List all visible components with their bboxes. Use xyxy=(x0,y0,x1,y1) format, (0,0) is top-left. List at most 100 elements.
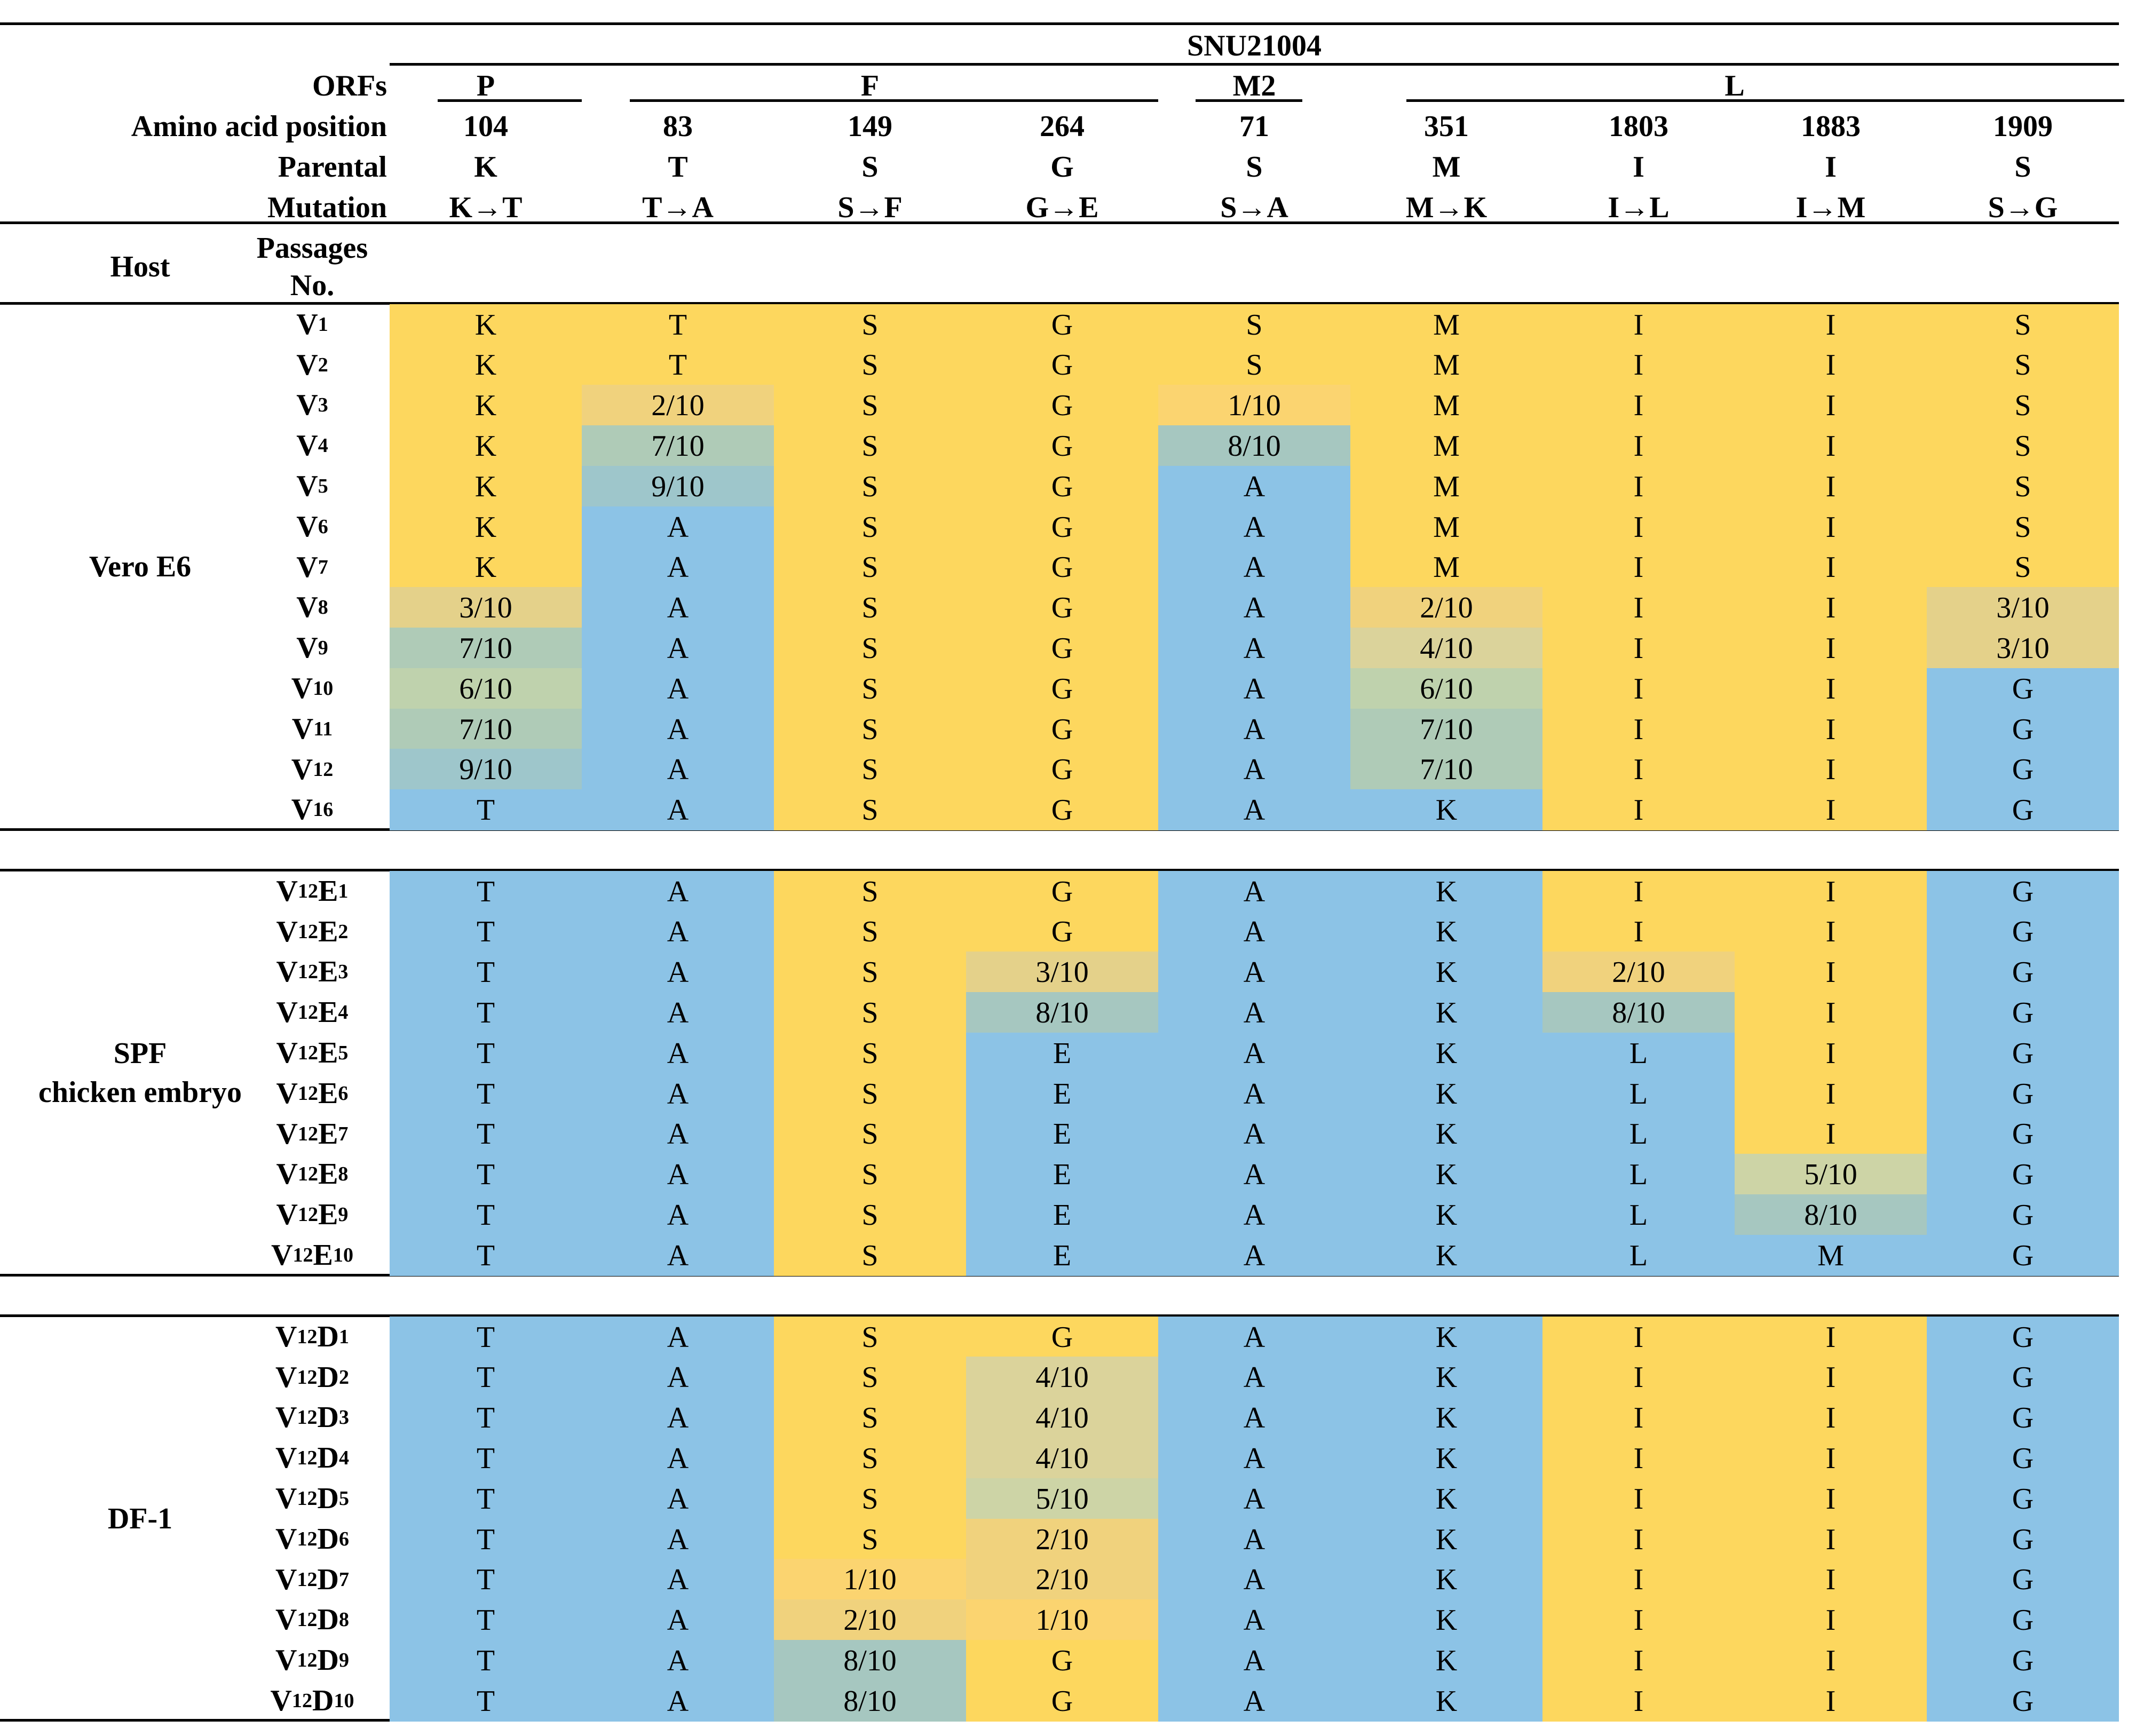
residue-cell: G xyxy=(1927,789,2119,830)
table-rule xyxy=(0,22,2119,25)
residue-cell: A xyxy=(1158,1519,1350,1560)
residue-cell: E xyxy=(966,1113,1158,1154)
residue-cell: K xyxy=(1350,1154,1542,1195)
residue-cell: I xyxy=(1542,789,1735,830)
residue-cell: T xyxy=(390,1397,582,1438)
residue-cell: 8/10 xyxy=(1542,992,1735,1033)
residue-cell: I xyxy=(1542,1559,1735,1600)
residue-cell: I xyxy=(1735,1317,1927,1358)
passage-label: V 12 D 9 xyxy=(275,1644,350,1677)
mutation-change: T→A xyxy=(642,191,714,224)
passage-label: V 12 E 4 xyxy=(276,996,349,1029)
residue-cell: A xyxy=(582,911,774,952)
residue-cell: S xyxy=(774,992,966,1033)
residue-cell: A xyxy=(582,1235,774,1276)
residue-cell: I xyxy=(1542,709,1735,750)
residue-cell: A xyxy=(1158,1357,1350,1398)
residue-cell: I xyxy=(1735,871,1927,912)
parental-residue: M xyxy=(1432,150,1461,184)
residue-cell: K xyxy=(1350,1397,1542,1438)
residue-cell: G xyxy=(1927,1194,2119,1235)
residue-cell: A xyxy=(1158,1317,1350,1358)
residue-cell: K xyxy=(1350,911,1542,952)
residue-cell: A xyxy=(1158,1438,1350,1479)
residue-cell: A xyxy=(1158,1154,1350,1195)
orf-label-p: P xyxy=(476,69,495,102)
residue-cell: T xyxy=(390,1317,582,1358)
residue-cell: A xyxy=(582,1438,774,1479)
residue-cell: I xyxy=(1735,1478,1927,1519)
residue-cell: T xyxy=(390,1235,582,1276)
residue-cell: 3/10 xyxy=(1927,628,2119,669)
residue-cell: I xyxy=(1542,1519,1735,1560)
residue-cell: I xyxy=(1542,425,1735,466)
passage-label: V 12 xyxy=(291,752,334,786)
passage-label: V 12 E 6 xyxy=(276,1076,349,1110)
residue-cell: G xyxy=(1927,1680,2119,1722)
aa-position: 149 xyxy=(848,110,892,143)
residue-cell: 2/10 xyxy=(582,385,774,426)
residue-cell: E xyxy=(966,1194,1158,1235)
residue-cell: G xyxy=(1927,749,2119,790)
residue-cell: K xyxy=(390,304,582,345)
residue-cell: A xyxy=(1158,506,1350,548)
residue-cell: 5/10 xyxy=(1735,1154,1927,1195)
passage-label: V 12 E 5 xyxy=(276,1036,349,1070)
residue-cell: K xyxy=(390,466,582,507)
residue-cell: I xyxy=(1735,304,1927,345)
residue-cell: I xyxy=(1542,749,1735,790)
residue-cell: A xyxy=(582,1640,774,1681)
residue-cell: I xyxy=(1542,385,1735,426)
residue-cell: K xyxy=(1350,1235,1542,1276)
residue-cell: 4/10 xyxy=(1350,628,1542,669)
residue-cell: S xyxy=(774,385,966,426)
residue-cell: A xyxy=(582,1033,774,1074)
aa-position: 264 xyxy=(1040,110,1085,143)
residue-cell: A xyxy=(582,1559,774,1600)
mutation-change: S→F xyxy=(837,191,903,224)
residue-cell: 7/10 xyxy=(1350,749,1542,790)
residue-cell: I xyxy=(1735,546,1927,588)
parental-residue: I xyxy=(1633,150,1644,184)
aa-position: 1909 xyxy=(1993,110,2053,143)
orf-label-l: L xyxy=(1724,69,1745,102)
residue-cell: S xyxy=(774,789,966,830)
passage-label: V 12 E 9 xyxy=(276,1198,349,1232)
residue-cell: A xyxy=(582,1113,774,1154)
residue-cell: S xyxy=(774,1317,966,1358)
residue-cell: G xyxy=(1927,1113,2119,1154)
residue-cell: A xyxy=(1158,1599,1350,1640)
residue-cell: 6/10 xyxy=(390,668,582,709)
residue-cell: A xyxy=(1158,1194,1350,1235)
residue-cell: I xyxy=(1735,952,1927,993)
residue-cell: A xyxy=(1158,1033,1350,1074)
residue-cell: 6/10 xyxy=(1350,668,1542,709)
residue-cell: I xyxy=(1735,506,1927,548)
residue-cell: I xyxy=(1735,1559,1927,1600)
residue-cell: I xyxy=(1735,1438,1927,1479)
residue-cell: G xyxy=(1927,709,2119,750)
residue-cell: S xyxy=(1158,304,1350,345)
residue-cell: G xyxy=(966,546,1158,588)
residue-cell: G xyxy=(966,789,1158,830)
residue-cell: A xyxy=(582,506,774,548)
residue-cell: T xyxy=(390,1357,582,1398)
residue-cell: T xyxy=(390,911,582,952)
parental-residue: G xyxy=(1050,150,1074,184)
orfs-label: ORFs xyxy=(312,69,387,102)
residue-cell: I xyxy=(1735,1357,1927,1398)
parental-residue: S xyxy=(2014,150,2031,184)
residue-cell: 2/10 xyxy=(1542,952,1735,993)
residue-cell: T xyxy=(390,1680,582,1722)
residue-cell: I xyxy=(1735,344,1927,385)
residue-cell: L xyxy=(1542,1033,1735,1074)
residue-cell: M xyxy=(1350,425,1542,466)
aa-position: 83 xyxy=(663,110,693,143)
residue-cell: 5/10 xyxy=(966,1478,1158,1519)
residue-cell: S xyxy=(1158,344,1350,385)
residue-cell: T xyxy=(390,1438,582,1479)
residue-cell: 3/10 xyxy=(1927,587,2119,628)
